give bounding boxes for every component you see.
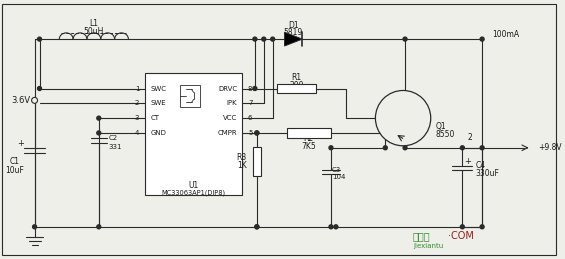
Circle shape bbox=[37, 37, 41, 41]
Text: 10uF: 10uF bbox=[6, 166, 24, 175]
Text: D1: D1 bbox=[288, 21, 299, 30]
Text: 4: 4 bbox=[135, 130, 140, 136]
Circle shape bbox=[375, 90, 431, 146]
Circle shape bbox=[253, 37, 257, 41]
Text: SWE: SWE bbox=[150, 100, 166, 106]
Text: U1: U1 bbox=[189, 181, 199, 190]
Text: 104: 104 bbox=[332, 174, 345, 181]
Circle shape bbox=[460, 146, 464, 150]
Text: C4: C4 bbox=[475, 161, 485, 170]
Circle shape bbox=[271, 37, 275, 41]
Text: 2: 2 bbox=[467, 133, 472, 142]
Text: GND: GND bbox=[150, 130, 166, 136]
Text: SWC: SWC bbox=[150, 85, 166, 91]
Text: R3: R3 bbox=[237, 153, 247, 162]
Text: CMPR: CMPR bbox=[218, 130, 237, 136]
Text: VCC: VCC bbox=[223, 115, 237, 121]
Circle shape bbox=[255, 131, 259, 135]
Text: Q1: Q1 bbox=[436, 121, 446, 131]
Text: 330uF: 330uF bbox=[475, 169, 499, 178]
Text: jiexiantu: jiexiantu bbox=[413, 243, 443, 249]
Circle shape bbox=[255, 225, 259, 229]
Circle shape bbox=[334, 225, 338, 229]
Text: DRVC: DRVC bbox=[218, 85, 237, 91]
Circle shape bbox=[403, 37, 407, 41]
Text: ·COM: ·COM bbox=[447, 231, 473, 241]
Text: C1: C1 bbox=[10, 157, 20, 166]
Text: 8550: 8550 bbox=[436, 131, 455, 139]
Text: 接线图: 接线图 bbox=[413, 231, 431, 241]
Text: 7K5: 7K5 bbox=[301, 142, 316, 151]
Text: L1: L1 bbox=[89, 19, 98, 28]
Bar bbox=[145, 73, 242, 195]
Text: 50uH: 50uH bbox=[84, 27, 104, 36]
Text: R1: R1 bbox=[292, 73, 302, 82]
Text: 3.6V: 3.6V bbox=[11, 96, 31, 105]
Circle shape bbox=[37, 87, 41, 90]
Circle shape bbox=[262, 37, 266, 41]
Circle shape bbox=[253, 87, 257, 90]
Text: 7: 7 bbox=[248, 100, 253, 106]
Circle shape bbox=[32, 97, 37, 103]
Bar bbox=[253, 147, 261, 176]
Text: +: + bbox=[18, 139, 24, 148]
Circle shape bbox=[97, 116, 101, 120]
Text: MC33063AP1(DIP8): MC33063AP1(DIP8) bbox=[162, 190, 225, 197]
Text: 5819: 5819 bbox=[284, 28, 303, 37]
Text: 8: 8 bbox=[248, 85, 253, 91]
Polygon shape bbox=[285, 32, 302, 46]
Circle shape bbox=[329, 225, 333, 229]
Text: 3: 3 bbox=[135, 115, 140, 121]
Text: 1: 1 bbox=[135, 85, 140, 91]
Text: 100mA: 100mA bbox=[492, 30, 519, 39]
Text: 1K: 1K bbox=[237, 161, 247, 170]
Bar bbox=[286, 128, 331, 138]
Circle shape bbox=[383, 146, 387, 150]
Text: 6: 6 bbox=[248, 115, 253, 121]
Circle shape bbox=[33, 225, 37, 229]
Text: 2: 2 bbox=[135, 100, 140, 106]
Circle shape bbox=[480, 146, 484, 150]
Text: C2: C2 bbox=[108, 135, 118, 141]
Circle shape bbox=[97, 225, 101, 229]
Text: 5: 5 bbox=[248, 130, 253, 136]
Text: 200: 200 bbox=[289, 81, 303, 90]
Circle shape bbox=[255, 131, 259, 135]
Text: R2: R2 bbox=[303, 134, 314, 143]
Circle shape bbox=[255, 225, 259, 229]
Bar bbox=[277, 84, 316, 93]
Text: 331: 331 bbox=[108, 144, 122, 150]
Circle shape bbox=[480, 37, 484, 41]
Text: IPK: IPK bbox=[227, 100, 237, 106]
Circle shape bbox=[403, 146, 407, 150]
Text: +: + bbox=[464, 157, 471, 166]
Text: +9.8V: +9.8V bbox=[538, 143, 562, 152]
Text: C3: C3 bbox=[332, 167, 341, 172]
Circle shape bbox=[329, 146, 333, 150]
Circle shape bbox=[480, 225, 484, 229]
Text: CT: CT bbox=[150, 115, 159, 121]
Circle shape bbox=[97, 131, 101, 135]
Circle shape bbox=[460, 225, 464, 229]
Bar bbox=[180, 84, 199, 107]
Text: 3: 3 bbox=[390, 124, 395, 133]
